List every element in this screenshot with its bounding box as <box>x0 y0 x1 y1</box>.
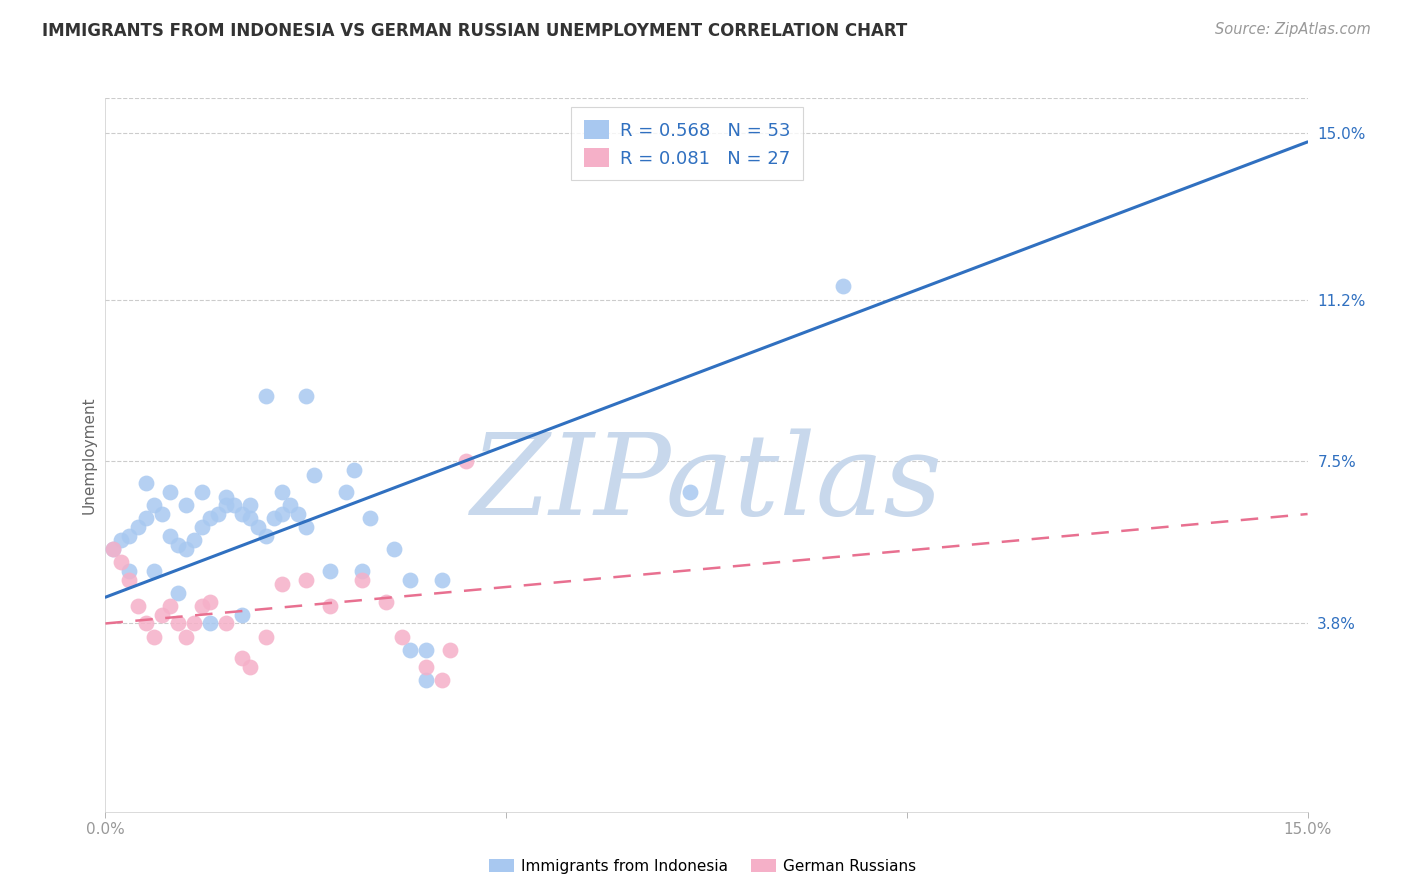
Legend: Immigrants from Indonesia, German Russians: Immigrants from Indonesia, German Russia… <box>484 853 922 880</box>
Point <box>166 616 188 631</box>
Point <box>350 564 373 578</box>
Point <box>118 529 141 543</box>
Point <box>198 511 221 525</box>
Point <box>159 599 181 613</box>
Point <box>127 520 149 534</box>
Point <box>118 573 141 587</box>
Text: Source: ZipAtlas.com: Source: ZipAtlas.com <box>1215 22 1371 37</box>
Point <box>270 507 292 521</box>
Point <box>110 555 132 569</box>
Text: IMMIGRANTS FROM INDONESIA VS GERMAN RUSSIAN UNEMPLOYMENT CORRELATION CHART: IMMIGRANTS FROM INDONESIA VS GERMAN RUSS… <box>42 22 907 40</box>
Point <box>415 642 437 657</box>
Point <box>110 533 132 548</box>
Point <box>831 279 853 293</box>
Point <box>391 630 413 644</box>
Point <box>118 564 141 578</box>
Point <box>239 660 262 674</box>
Point <box>319 599 342 613</box>
Point <box>295 573 318 587</box>
Point <box>415 673 437 688</box>
Point <box>142 630 165 644</box>
Point <box>150 607 173 622</box>
Point <box>399 642 422 657</box>
Point <box>103 542 125 557</box>
Point <box>214 498 236 512</box>
Point <box>278 498 301 512</box>
Point <box>135 476 157 491</box>
Point <box>430 573 453 587</box>
Point <box>159 529 181 543</box>
Point <box>174 542 197 557</box>
Point <box>343 463 366 477</box>
Point <box>415 660 437 674</box>
Point <box>142 498 165 512</box>
Point <box>190 520 212 534</box>
Point <box>335 485 357 500</box>
Point <box>287 507 309 521</box>
Point <box>103 542 125 557</box>
Point <box>214 616 236 631</box>
Point <box>454 454 477 468</box>
Point <box>254 630 277 644</box>
Point <box>254 529 277 543</box>
Point <box>166 586 188 600</box>
Point <box>198 616 221 631</box>
Point <box>231 651 253 665</box>
Point <box>270 485 292 500</box>
Point <box>174 630 197 644</box>
Point <box>159 485 181 500</box>
Point <box>319 564 342 578</box>
Point <box>166 538 188 552</box>
Point <box>439 642 461 657</box>
Point <box>270 577 292 591</box>
Point <box>135 511 157 525</box>
Point <box>198 594 221 608</box>
Point <box>239 498 262 512</box>
Point <box>135 616 157 631</box>
Point <box>302 467 325 482</box>
Point <box>183 533 205 548</box>
Text: ZIPatlas: ZIPatlas <box>471 428 942 539</box>
Y-axis label: Unemployment: Unemployment <box>82 396 97 514</box>
Point <box>254 389 277 403</box>
Point <box>150 507 173 521</box>
Point <box>430 673 453 688</box>
Point <box>183 616 205 631</box>
Point <box>231 607 253 622</box>
Point <box>246 520 269 534</box>
Point <box>190 485 212 500</box>
Point <box>382 542 405 557</box>
Point <box>359 511 381 525</box>
Point <box>239 511 262 525</box>
Point <box>374 594 398 608</box>
Point <box>190 599 212 613</box>
Point <box>214 490 236 504</box>
Point <box>263 511 285 525</box>
Point <box>295 389 318 403</box>
Legend: R = 0.568   N = 53, R = 0.081   N = 27: R = 0.568 N = 53, R = 0.081 N = 27 <box>571 107 803 180</box>
Point <box>295 520 318 534</box>
Point <box>399 573 422 587</box>
Point <box>127 599 149 613</box>
Point <box>222 498 245 512</box>
Point <box>142 564 165 578</box>
Point <box>231 507 253 521</box>
Point <box>174 498 197 512</box>
Point <box>207 507 229 521</box>
Point <box>679 485 702 500</box>
Point <box>350 573 373 587</box>
